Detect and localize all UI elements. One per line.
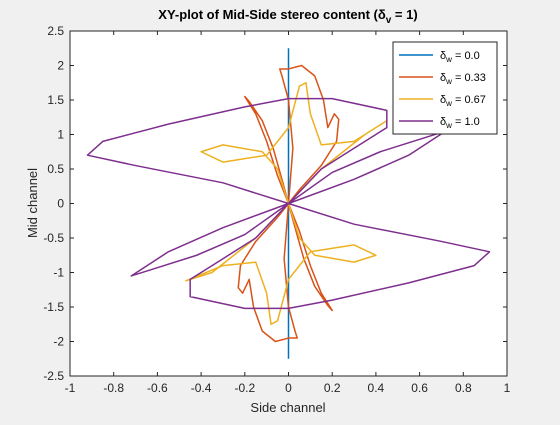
- series-line-3: [86, 97, 491, 310]
- legend-label: δw = 0.0: [440, 50, 480, 64]
- x-tick-label: -1: [65, 381, 76, 395]
- x-tick-label: -0.4: [191, 381, 212, 395]
- y-tick-label: 2.5: [47, 24, 64, 38]
- legend-item: δw = 0.67: [399, 94, 486, 108]
- y-tick-label: 0.5: [47, 162, 64, 176]
- x-tick-label: -0.8: [103, 381, 124, 395]
- chart-title-subscript: v: [386, 15, 392, 26]
- x-axis-label: Side channel: [250, 400, 325, 415]
- y-axis-label: Mid channel: [25, 168, 40, 238]
- legend-label: δw = 0.67: [440, 94, 486, 108]
- legend-item: δw = 1.0: [399, 116, 480, 130]
- chart-title: XY-plot of Mid-Side stereo content (δv =…: [158, 7, 417, 26]
- x-tick-label: 0.4: [368, 381, 385, 395]
- chart-title-delta: δ: [378, 7, 386, 22]
- x-tick-label: 0.2: [324, 381, 341, 395]
- legend: δw = 0.0 δw = 0.33 δw = 0.67 δw = 1.0: [392, 41, 498, 135]
- legend-label: δw = 1.0: [440, 116, 480, 130]
- y-tick-label: 0: [57, 197, 64, 211]
- y-tick-label: 2: [57, 59, 64, 73]
- chart-title-prefix: XY-plot of Mid-Side stereo content (: [158, 7, 378, 22]
- y-tick-label: -0.5: [43, 231, 64, 245]
- x-tick-label: 1: [504, 381, 511, 395]
- y-tick-label: 1: [57, 128, 64, 142]
- y-tick-label: -2.5: [43, 369, 64, 383]
- x-tick-label: 0: [285, 381, 292, 395]
- y-tick-label: 1.5: [47, 93, 64, 107]
- chart-title-suffix: = 1): [391, 7, 417, 22]
- legend-items: δw = 0.0 δw = 0.33 δw = 0.67 δw = 1.0: [399, 50, 486, 130]
- x-tick-label: 0.6: [411, 381, 428, 395]
- x-tick-label: -0.6: [147, 381, 168, 395]
- y-tick-label: -1: [53, 266, 64, 280]
- x-tick-label: -0.2: [234, 381, 255, 395]
- legend-item: δw = 0.0: [399, 50, 480, 64]
- tick-layer: -1 -0.8 -0.6 -0.4 -0.2 0 0.2 0.4 0.6 0.8 1 -2.5 -2 -1…: [43, 24, 510, 395]
- y-tick-label: -2: [53, 335, 64, 349]
- series-layer: [86, 48, 491, 359]
- y-tick-label: -1.5: [43, 300, 64, 314]
- legend-item: δw = 0.33: [399, 72, 486, 86]
- legend-box: [392, 41, 498, 135]
- x-tick-label: 0.8: [455, 381, 472, 395]
- legend-label: δw = 0.33: [440, 72, 486, 86]
